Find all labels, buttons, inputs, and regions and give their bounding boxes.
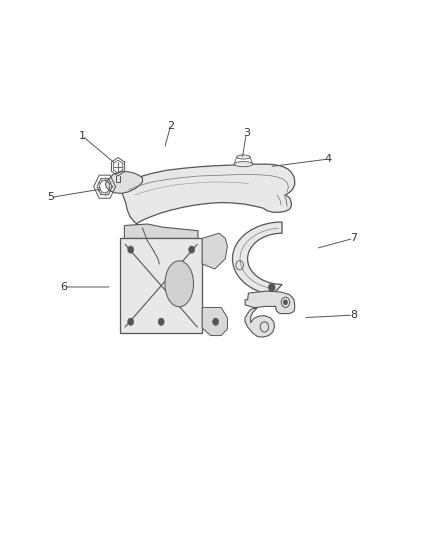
Polygon shape (233, 222, 282, 305)
Text: 8: 8 (350, 310, 357, 320)
Text: 2: 2 (167, 121, 174, 131)
Text: 1: 1 (79, 131, 86, 141)
Text: 5: 5 (47, 192, 54, 203)
Polygon shape (202, 308, 227, 336)
Circle shape (128, 246, 134, 253)
Text: 6: 6 (60, 282, 67, 292)
Polygon shape (245, 291, 295, 337)
Circle shape (213, 318, 219, 325)
Text: 3: 3 (243, 128, 250, 139)
Polygon shape (124, 224, 198, 238)
Circle shape (284, 300, 287, 304)
Circle shape (269, 284, 275, 291)
Text: 7: 7 (350, 233, 357, 244)
Bar (120, 238, 202, 333)
Circle shape (158, 318, 164, 325)
Polygon shape (202, 233, 227, 269)
Ellipse shape (237, 155, 250, 159)
Text: 4: 4 (325, 154, 332, 164)
Ellipse shape (165, 261, 194, 307)
Circle shape (189, 246, 194, 253)
Polygon shape (121, 164, 295, 251)
Polygon shape (106, 171, 142, 193)
Ellipse shape (234, 161, 253, 167)
Circle shape (128, 318, 134, 325)
